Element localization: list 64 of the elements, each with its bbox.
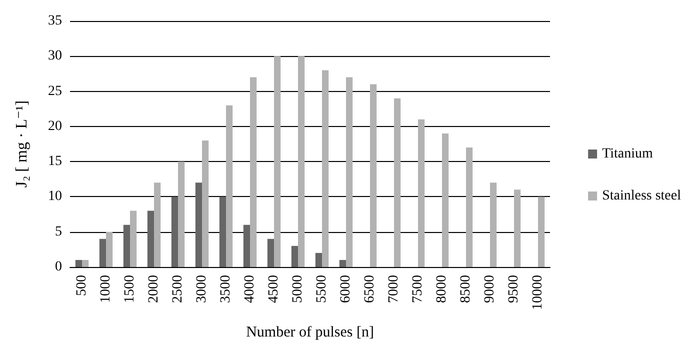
bar [274, 56, 281, 267]
bar [339, 260, 346, 267]
bar [394, 98, 401, 267]
x-tick-label: 4000 [242, 275, 258, 303]
bar [178, 162, 185, 267]
y-tick-label: 30 [48, 48, 62, 64]
x-tick-label: 4500 [266, 275, 282, 303]
x-tick-label: 1500 [122, 275, 138, 303]
x-tick-label: 6000 [338, 275, 354, 303]
x-axis-title: Number of pulses [n] [246, 324, 374, 340]
bar [154, 182, 161, 267]
x-tick-label: 5000 [290, 275, 306, 303]
x-tick-label: 9000 [482, 275, 498, 303]
bar [82, 260, 89, 267]
x-tick-label: 9500 [506, 275, 522, 303]
bar [106, 232, 113, 267]
y-tick-label: 25 [48, 84, 62, 99]
bar [267, 238, 274, 267]
x-tick-label: 2000 [146, 275, 162, 303]
x-tick-label: 1000 [98, 275, 114, 303]
x-tick-label: 6500 [362, 275, 378, 303]
bar [202, 140, 209, 267]
bar [195, 182, 202, 267]
x-tick-label: 10000 [530, 275, 546, 310]
bar [147, 210, 154, 267]
bar [322, 70, 329, 267]
x-tick-label: 500 [74, 275, 90, 296]
bar [243, 224, 250, 267]
x-tick-label: 7500 [410, 275, 426, 303]
bar [298, 56, 305, 267]
legend-label: Titanium [602, 146, 654, 162]
bar [346, 77, 353, 267]
bar [490, 182, 497, 267]
x-tick-label: 8500 [458, 275, 474, 303]
bar [226, 105, 233, 267]
bar [466, 148, 473, 267]
bar [514, 190, 521, 267]
y-axis-title: J₂ [ mg · L⁻¹] [14, 100, 30, 188]
bar [130, 210, 137, 267]
bar [123, 224, 130, 267]
y-tick-label: 10 [48, 189, 62, 204]
x-tick-label: 8000 [434, 275, 450, 303]
x-tick-label: 5500 [314, 275, 330, 303]
x-tick-label: 7000 [386, 275, 402, 303]
bar [75, 260, 82, 267]
bar [315, 252, 322, 267]
y-tick-label: 0 [55, 260, 62, 274]
y-tick-label: 35 [48, 14, 62, 28]
legend-label: Stainless steel [602, 188, 682, 204]
x-tick-label: 3000 [194, 275, 210, 303]
y-tick-label: 20 [48, 118, 62, 134]
y-tick-label: 5 [55, 224, 62, 240]
bar [370, 84, 377, 267]
y-tick-label: 15 [48, 154, 62, 170]
bar [418, 119, 425, 267]
bar [442, 133, 449, 267]
bar [219, 196, 226, 267]
bar [250, 77, 257, 267]
bar [171, 196, 178, 267]
x-tick-label: 3500 [218, 275, 234, 303]
bar [291, 246, 298, 267]
x-tick-label: 2500 [170, 275, 186, 303]
bar [538, 196, 545, 267]
bar [99, 238, 106, 267]
